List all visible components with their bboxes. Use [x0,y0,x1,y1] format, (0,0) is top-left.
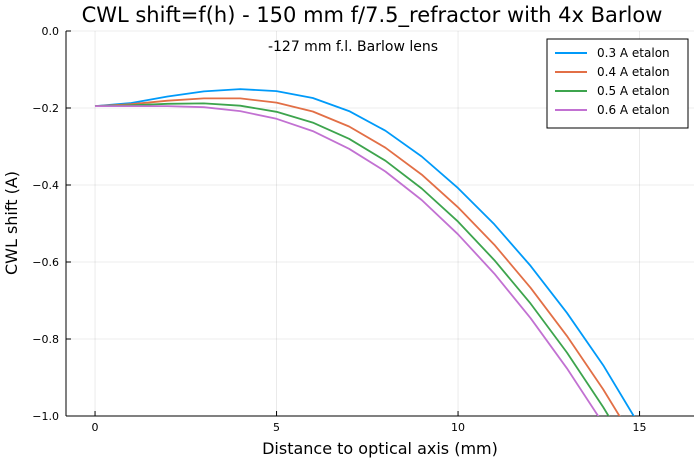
y-tick-label: −1.0 [32,410,59,423]
series-line-2 [94,97,621,416]
chart-title: CWL shift=f(h) - 150 mm f/7.5_refractor … [82,3,663,28]
chart-annotation: -127 mm f.l. Barlow lens [268,39,438,55]
x-tick-label: 0 [92,421,99,434]
series-line-1 [94,88,635,416]
legend-label-3: 0.5 A etalon [597,84,670,98]
x-tick-label: 5 [273,421,280,434]
y-tick-label: −0.2 [32,102,59,115]
y-tick-label: −0.4 [32,179,59,192]
legend-label-1: 0.3 A etalon [597,46,670,60]
y-tick-label: −0.8 [32,333,59,346]
ticks: 0 5 10 15 0.0 −0.2 −0.4 −0.6 −0.8 −1.0 [32,25,646,434]
y-tick-label: −0.6 [32,256,59,269]
y-tick-label: 0.0 [42,25,60,38]
x-tick-label: 15 [633,421,647,434]
series-line-3 [94,102,610,416]
x-tick-label: 10 [451,421,465,434]
x-axis-label: Distance to optical axis (mm) [262,439,498,458]
legend-label-4: 0.6 A etalon [597,103,670,117]
legend-label-2: 0.4 A etalon [597,65,670,79]
series-lines [94,88,635,416]
legend: 0.3 A etalon 0.4 A etalon 0.5 A etalon 0.6 … [546,38,689,129]
series-line-4 [95,105,600,416]
y-axis-label: CWL shift (A) [2,171,21,275]
